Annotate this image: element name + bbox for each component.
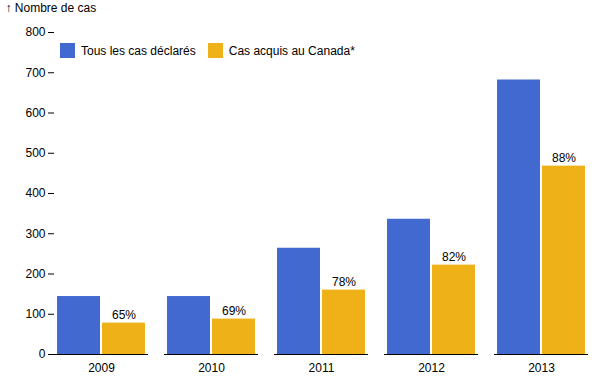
html-text:Cas acquis au Canada*: Cas acquis au Canada*: [228, 43, 355, 58]
svg-text:0: 0: [39, 347, 46, 361]
html-text:Tous les cas déclarés: Tous les cas déclarés: [81, 43, 196, 58]
svg-text:300: 300: [25, 227, 45, 241]
svg-text:700: 700: [25, 66, 45, 80]
svg-text:↑ Nombre de cas: ↑ Nombre de cas: [6, 1, 97, 15]
svg-text:400: 400: [25, 186, 45, 200]
svg-text:2013: 2013: [528, 361, 555, 375]
svg-text:800: 800: [25, 25, 45, 39]
svg-text:88%: 88%: [552, 151, 576, 165]
svg-text:2011: 2011: [309, 361, 335, 375]
svg-text:82%: 82%: [442, 250, 466, 264]
svg-text:100: 100: [25, 307, 45, 321]
svg-text:78%: 78%: [332, 275, 356, 289]
svg-text:69%: 69%: [222, 304, 246, 318]
svg-text:600: 600: [25, 106, 45, 120]
svg-text:2012: 2012: [418, 361, 445, 375]
svg-text:2009: 2009: [88, 361, 115, 375]
svg-text:200: 200: [25, 267, 45, 281]
svg-text:65%: 65%: [112, 308, 136, 322]
svg-text:2010: 2010: [198, 361, 225, 375]
svg-text:500: 500: [25, 146, 45, 160]
